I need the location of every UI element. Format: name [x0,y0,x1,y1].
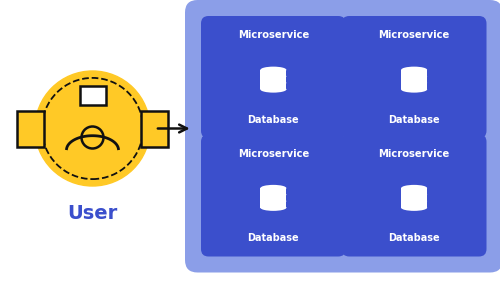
Circle shape [35,71,150,186]
FancyBboxPatch shape [201,16,346,138]
Ellipse shape [401,86,427,93]
FancyBboxPatch shape [401,188,427,195]
Ellipse shape [401,185,427,191]
Text: Database: Database [248,233,299,243]
Ellipse shape [401,80,427,86]
FancyBboxPatch shape [401,70,427,76]
Ellipse shape [401,73,427,80]
Text: Microservice: Microservice [378,149,450,159]
Text: Database: Database [388,233,440,243]
Ellipse shape [260,191,286,198]
Circle shape [82,126,104,148]
Ellipse shape [401,198,427,204]
FancyBboxPatch shape [401,83,427,89]
FancyBboxPatch shape [401,195,427,201]
Text: Microservice: Microservice [238,149,309,159]
Ellipse shape [401,205,427,210]
Ellipse shape [260,80,286,86]
Text: Database: Database [248,115,299,125]
FancyBboxPatch shape [260,188,286,195]
FancyBboxPatch shape [260,195,286,201]
Ellipse shape [260,205,286,210]
Text: Microservice: Microservice [378,31,450,40]
Ellipse shape [260,204,286,211]
FancyBboxPatch shape [342,134,486,257]
Ellipse shape [260,198,286,204]
FancyBboxPatch shape [260,76,286,83]
FancyBboxPatch shape [401,76,427,83]
FancyBboxPatch shape [260,83,286,89]
FancyBboxPatch shape [17,110,44,146]
FancyBboxPatch shape [401,201,427,208]
Text: Microservice: Microservice [238,31,309,40]
Ellipse shape [260,86,286,93]
FancyBboxPatch shape [201,134,346,257]
FancyBboxPatch shape [260,201,286,208]
Ellipse shape [401,67,427,73]
Ellipse shape [401,87,427,92]
Ellipse shape [401,191,427,198]
FancyBboxPatch shape [80,85,106,105]
Text: Database: Database [388,115,440,125]
FancyBboxPatch shape [342,16,486,138]
Text: User: User [68,204,117,223]
Ellipse shape [260,73,286,80]
FancyBboxPatch shape [260,70,286,76]
FancyBboxPatch shape [140,110,168,146]
FancyBboxPatch shape [185,0,500,273]
Ellipse shape [401,204,427,211]
Ellipse shape [260,67,286,73]
Ellipse shape [260,87,286,92]
Ellipse shape [260,185,286,191]
